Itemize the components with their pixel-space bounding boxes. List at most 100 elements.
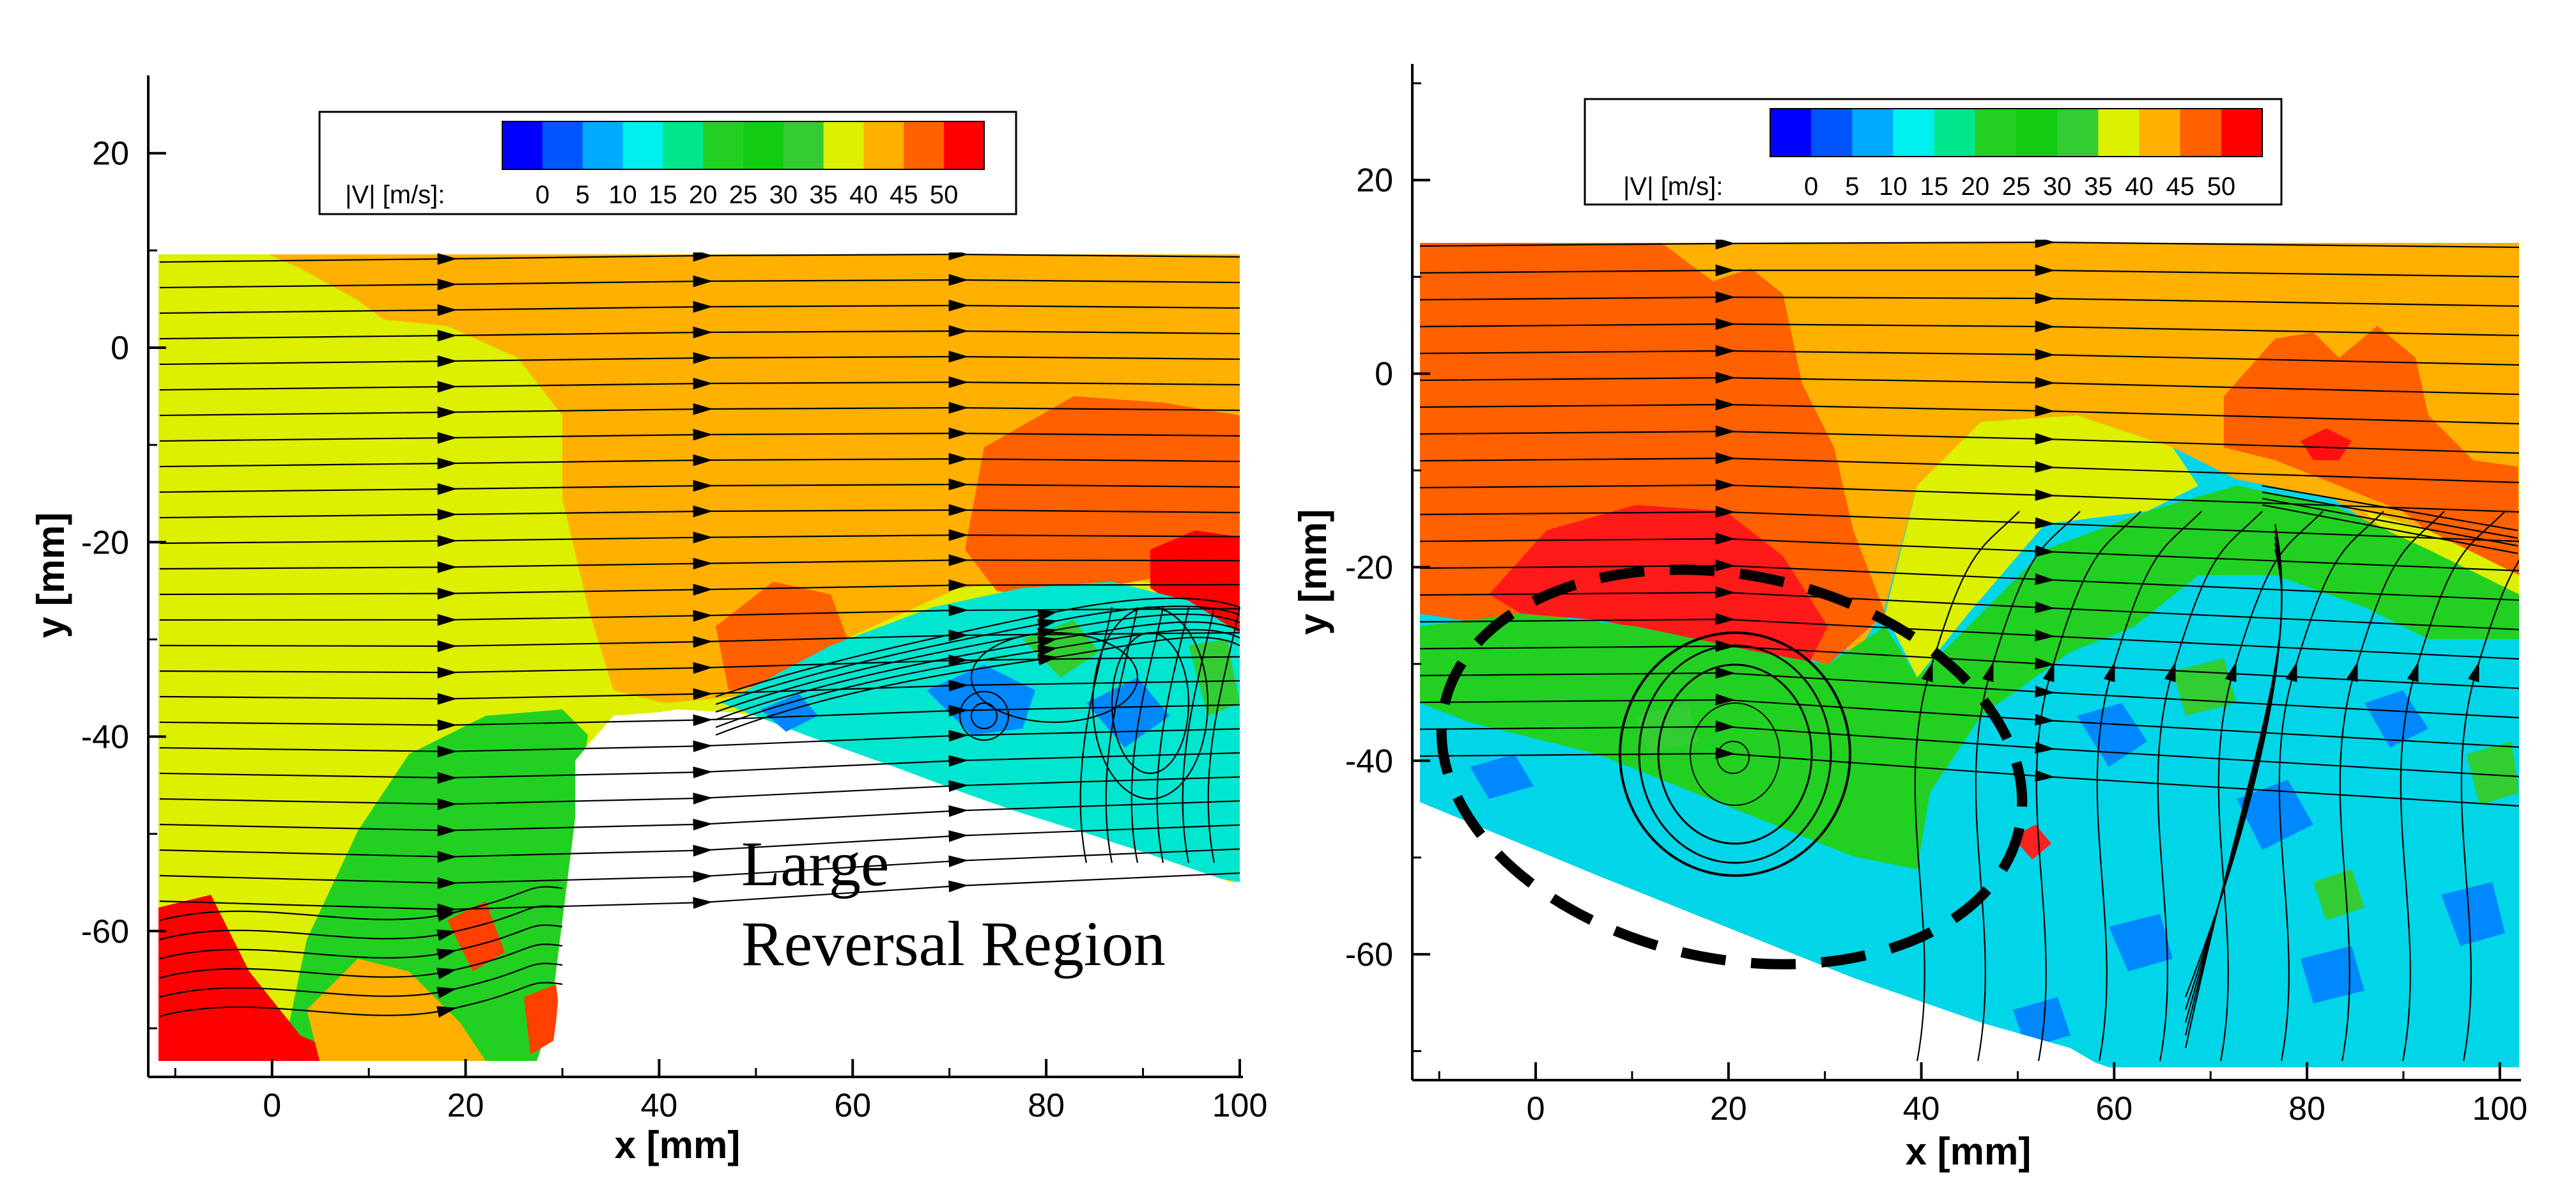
streamline	[715, 629, 1240, 729]
right-colorbar-tick-label: 5	[1845, 173, 1859, 201]
streamline	[159, 504, 1240, 521]
left-colorbar: |V| [m/s]: 0 5 10 15 20 25 30 35 40 45 50	[318, 111, 1017, 215]
right-colorbar-swatch	[1893, 109, 1935, 157]
right-colorbar-tick-label: 35	[2084, 173, 2113, 201]
streamline	[1182, 607, 1215, 863]
left-y-tick-label: -60	[81, 913, 129, 950]
right-colorbar-swatch	[2221, 109, 2263, 157]
left-field-red-bottom	[158, 895, 358, 1061]
streamline	[159, 529, 1240, 547]
right-colorbar: |V| [m/s]: 0 5 10 15 20 25 30 35 40 45 50	[1584, 98, 2283, 206]
streamline	[159, 453, 1240, 470]
right-colorbar-swatch	[1811, 109, 1853, 157]
right-axes	[1411, 64, 2521, 1081]
right-colorbar-swatch	[2098, 109, 2140, 157]
left-colorbar-tick-label: 15	[649, 181, 677, 209]
right-colorbar-tick-label: 15	[1920, 173, 1948, 201]
left-y-axis-title: y [mm]	[29, 513, 72, 638]
streamline	[159, 728, 1240, 758]
right-colorbar-swatch	[1934, 109, 1976, 157]
left-colorbar-label: |V| [m/s]:	[345, 181, 445, 209]
streamline	[159, 604, 1240, 626]
streamline	[1420, 425, 2519, 454]
streamline	[159, 905, 563, 941]
streamline	[159, 325, 1240, 342]
streamline	[159, 252, 1240, 265]
right-colorbar-tick-label: 50	[2207, 173, 2236, 201]
streamline	[2184, 549, 2283, 1049]
streamline	[159, 274, 1240, 291]
streamline	[2157, 511, 2263, 1062]
right-colorbar-swatches	[1770, 108, 2263, 157]
streamline	[159, 982, 563, 1018]
streamline	[1420, 240, 2519, 250]
right-colorbar-swatch	[2139, 109, 2181, 157]
streamline	[715, 637, 1240, 736]
streamline	[159, 886, 563, 922]
streamline	[1420, 344, 2519, 366]
right-field-blue-patches	[1470, 690, 2505, 1048]
left-field-green-patches	[1022, 620, 1240, 716]
right-colorbar-swatch-frame	[1770, 108, 2263, 157]
right-x-tick-label: 40	[1903, 1090, 1940, 1127]
streamline	[2217, 511, 2324, 1062]
streamline	[2400, 511, 2506, 1062]
left-field-orange-bottom	[307, 959, 486, 1061]
streamline	[159, 401, 1240, 419]
right-colorbar-tick-label: 20	[1961, 173, 1990, 201]
left-colorbar-tick-label: 30	[769, 181, 798, 209]
annotation-line1: Large	[741, 828, 889, 899]
right-y-tick-label: 20	[1356, 162, 1393, 199]
right-colorbar-tick-label: 0	[1804, 173, 1818, 201]
left-colorbar-tick-label: 10	[608, 181, 637, 209]
annotation-line2: Reversal Region	[741, 908, 1166, 979]
left-colorbar-tick-label: 5	[576, 181, 590, 209]
right-x-tick-label: 0	[1527, 1090, 1545, 1127]
left-colorbar-swatch	[582, 121, 623, 169]
right-x-axis-title: x [mm]	[1906, 1130, 2032, 1173]
left-colorbar-swatch	[944, 121, 985, 169]
right-colorbar-swatch	[2057, 109, 2099, 157]
left-colorbar-tick-label: 45	[890, 181, 918, 209]
left-y-tick-label: 20	[92, 135, 129, 173]
left-colorbar-swatch-frame	[502, 121, 985, 170]
left-x-tick-label: 100	[1212, 1087, 1268, 1124]
streamline	[159, 554, 1240, 573]
left-colorbar-swatch	[904, 121, 945, 169]
right-colorbar-tick-label: 45	[2166, 173, 2194, 201]
streamline	[159, 579, 1240, 600]
streamline	[1420, 720, 2519, 778]
left-colorbar-swatches	[502, 121, 985, 170]
streamline	[1420, 747, 2519, 807]
streamline	[159, 872, 1240, 916]
streamline	[1156, 607, 1190, 863]
left-x-tick-label: 60	[834, 1087, 871, 1124]
right-streamlines	[1420, 240, 2519, 1062]
right-y-tick-label: -20	[1345, 549, 1393, 586]
streamline	[159, 963, 563, 999]
left-colorbar-tick-label: 0	[536, 181, 550, 209]
streamline	[2262, 497, 2518, 547]
streamline	[715, 621, 1240, 721]
streamline	[1420, 506, 2519, 543]
left-colorbar-tick-label: 25	[729, 181, 758, 209]
streamline	[1420, 586, 2519, 631]
left-x-tick-label: 0	[263, 1087, 281, 1124]
streamline	[1079, 607, 1113, 863]
streamline	[1420, 479, 2519, 513]
vortex-highlight-ellipse	[1436, 564, 2028, 970]
streamline	[2096, 511, 2202, 1062]
streamline	[159, 800, 1240, 837]
streamline	[1420, 452, 2519, 484]
streamline	[159, 924, 563, 961]
streamline	[2339, 511, 2445, 1062]
streamline	[2278, 511, 2384, 1062]
streamline	[1420, 371, 2519, 396]
streamline	[159, 376, 1240, 393]
streamline	[1207, 607, 1241, 863]
streamline	[1420, 264, 2519, 278]
left-field-red-bottom-2	[447, 901, 562, 1055]
right-x-tick-label: 20	[1710, 1090, 1747, 1127]
